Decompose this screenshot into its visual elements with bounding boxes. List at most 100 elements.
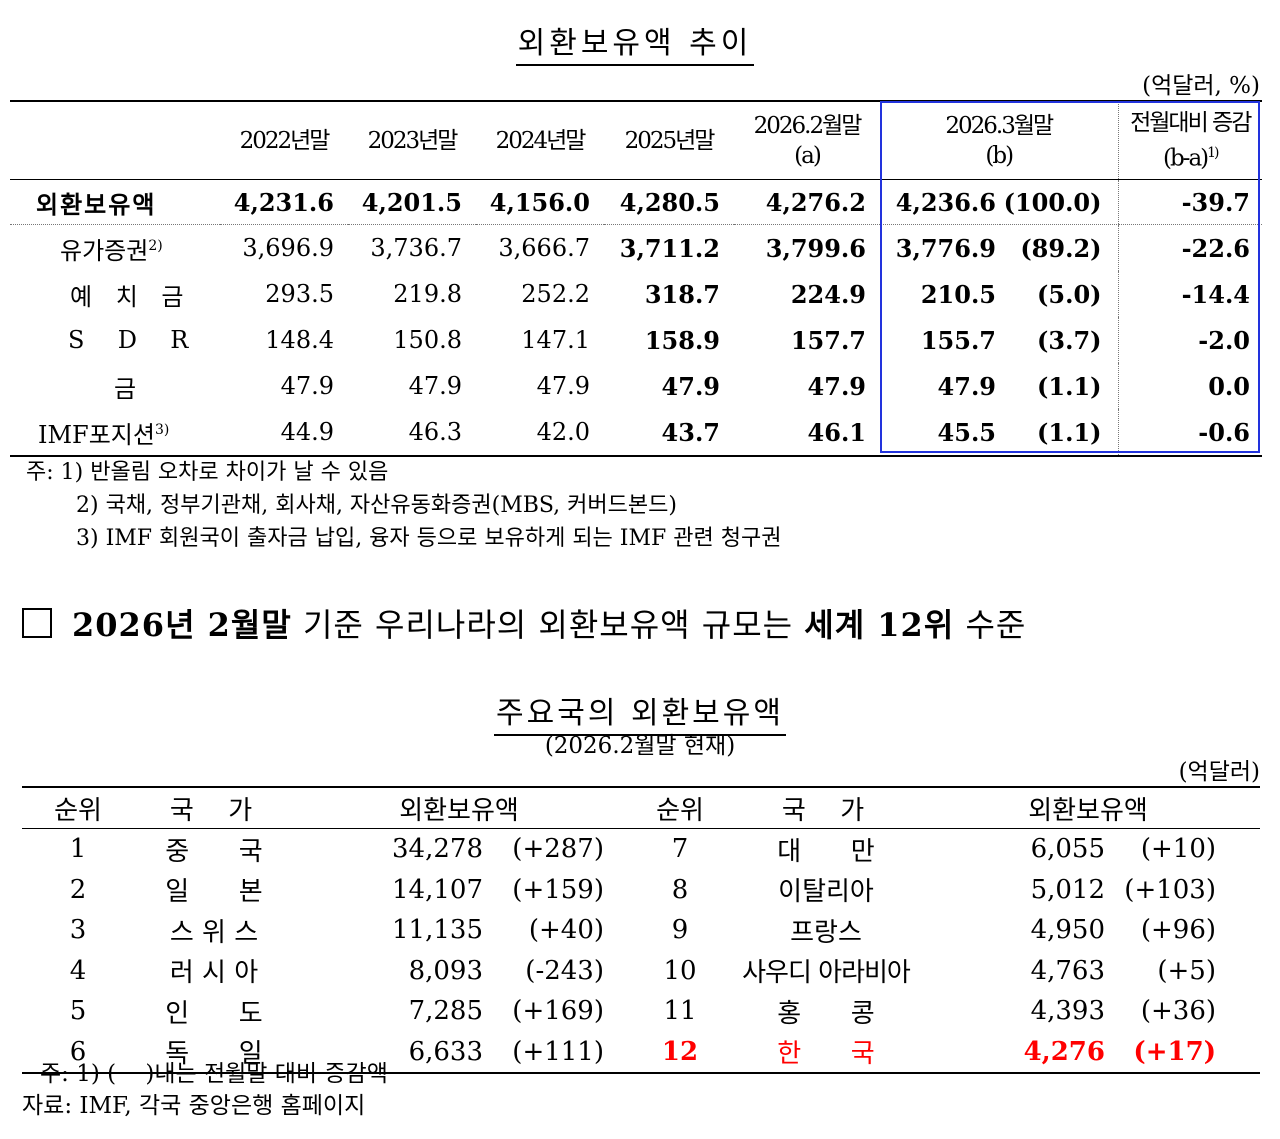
current-month-highlight-box [880, 101, 1260, 453]
cell-change: -39.7 [1117, 179, 1262, 225]
country: 홍 콩 [777, 998, 875, 1029]
cell-2022: 44.9 [220, 409, 348, 457]
header-a: (a) [794, 142, 822, 169]
amount: 6,055 [1030, 834, 1105, 865]
header-2024: 2024년말 [495, 127, 587, 154]
header-rank-right: 순위 [656, 795, 704, 826]
country-korea: 한 국 [736, 1031, 916, 1074]
cell-2022: 293.5 [265, 280, 334, 308]
cell-2024: 3,666.7 [498, 234, 590, 262]
note-1: 주: 1) 반올림 오차로 차이가 날 수 있음 [26, 460, 389, 485]
country: 중 국 [165, 836, 263, 867]
header-reserves-left: 외환보유액 [399, 795, 519, 826]
cell-2026-feb: 4,276.2 [734, 179, 880, 225]
rank: 10 [663, 955, 697, 986]
header-country-left: 국 가 [169, 795, 259, 826]
cell-2026-mar: 155.7 [920, 325, 996, 355]
note-1: 주: 1) ( )내는 전월말 대비 증감액 [40, 1061, 388, 1087]
header-reserves-right: 외환보유액 [1028, 795, 1148, 826]
country-ranking-table: 순위 국 가 외환보유액 순위 국 가 외환보유액 1 중 국 34,278 (… [22, 786, 1260, 1074]
country: 일 본 [165, 877, 263, 908]
row-label: IMF포지션 [38, 420, 155, 449]
cell-2022: 148.4 [265, 326, 334, 354]
rank: 1 [69, 834, 87, 865]
header-country-right: 국 가 [781, 795, 871, 826]
change: (+159) [512, 874, 604, 905]
cell-2025: 43.7 [604, 409, 734, 457]
rank: 7 [671, 834, 689, 865]
heading-middle: 기준 우리나라의 외환보유액 규모는 [291, 606, 805, 644]
cell-2024: 42.0 [476, 409, 604, 457]
cell-change: -0.6 [1117, 409, 1262, 457]
rank: 6 [22, 1031, 134, 1074]
row-label: S D R [68, 326, 195, 354]
table-row: 3 스 위 스 11,135 (+40) 9 프랑스 4,950 (+96) [22, 910, 1260, 951]
cell-2024: 252.2 [521, 280, 590, 308]
header-rank-left: 순위 [54, 795, 102, 826]
row-label-cell: 유가증권2) [10, 225, 220, 272]
cell-2025: 47.9 [661, 371, 720, 401]
amount: 14,107 [392, 874, 483, 905]
rank: 3 [69, 915, 87, 946]
cell-2023: 46.3 [348, 409, 476, 457]
table-row: 4 러 시 아 8,093 (-243) 10 사우디 아라비아 4,763 (… [22, 951, 1260, 992]
row-note-ref: 3) [154, 421, 170, 438]
change: (+169) [512, 996, 604, 1027]
table1-row-sdr: S D R 148.4 150.8 147.1 158.9 157.7 155.… [10, 317, 1262, 363]
section-heading: 2026년 2월말 기준 우리나라의 외환보유액 규모는 세계 12위 수준 [22, 600, 1026, 646]
cell-share: (3.7) [1037, 325, 1102, 355]
change: (+40) [528, 915, 604, 946]
header-change: 전월대비 증감 (b-a)1) [1117, 101, 1262, 180]
table2-title: 주요국의 외환보유액 [0, 688, 1280, 736]
header-change-label: 전월대비 증감 [1130, 109, 1252, 136]
country: 독 일 [134, 1031, 294, 1074]
amount: 5,012 [1030, 874, 1105, 905]
country: 이탈리아 [778, 877, 874, 908]
cell-share: (89.2) [1020, 233, 1102, 263]
rank: 4 [69, 955, 87, 986]
cell-change: 0.0 [1117, 363, 1262, 409]
table1-row-securities: 유가증권2) 3,696.9 3,736.7 3,666.7 3,711.2 3… [10, 224, 1262, 272]
cell-2024: 4,156.0 [476, 179, 604, 225]
cell-2025: 158.9 [644, 325, 720, 355]
header-blank [10, 101, 220, 180]
cell-2025: 4,280.5 [604, 179, 734, 225]
header-2026-mar: 2026.3월말 (b) [880, 101, 1118, 180]
cell-2026-mar: 4,236.6 [880, 179, 1000, 225]
change: (+10) [1140, 834, 1216, 865]
cell-2022: 47.9 [280, 372, 334, 400]
cell-2026-feb: 224.9 [790, 279, 866, 309]
heading-rank: 세계 12위 [804, 606, 955, 644]
cell-2023: 3,736.7 [370, 234, 462, 262]
row-label: 금 [114, 374, 137, 403]
row-label: 예 치 금 [70, 282, 192, 311]
table2-header-row: 순위 국 가 외환보유액 순위 국 가 외환보유액 [22, 787, 1260, 829]
cell-2023: 47.9 [408, 372, 462, 400]
header-2025: 2025년말 [624, 127, 716, 154]
table1-row-imf-position: IMF포지션3) 44.9 46.3 42.0 43.7 46.1 45.5 (… [10, 409, 1262, 457]
change: (+103) [1124, 874, 1216, 905]
heading-date: 2026년 2월말 [72, 606, 292, 644]
rank: 2 [69, 874, 87, 905]
table2-unit: (억달러) [1178, 759, 1260, 785]
amount: 34,278 [392, 834, 483, 865]
table2-subtitle: (2026.2월말 현재) [544, 733, 736, 759]
header-2026-mar-label: 2026.3월말 [945, 112, 1054, 139]
amount-korea: 4,276 [916, 1031, 1106, 1074]
amount: 6,633 [294, 1031, 484, 1074]
table1-header-row: 2022년말 2023년말 2024년말 2025년말 2026.2월말 (a) … [10, 101, 1262, 180]
cell-2026-feb: 3,799.6 [765, 233, 866, 263]
table-row: 6 독 일 6,633 (+111) 12 한 국 4,276 (+17) [22, 1031, 1260, 1074]
amount: 4,393 [1030, 996, 1105, 1027]
country: 대 만 [777, 836, 875, 867]
heading-end: 수준 [954, 606, 1027, 644]
table1-row-total: 외환보유액 4,231.6 4,201.5 4,156.0 4,280.5 4,… [10, 179, 1262, 225]
row-label: 유가증권 [60, 236, 149, 265]
cell-change: -14.4 [1117, 271, 1262, 317]
header-2023: 2023년말 [367, 127, 459, 154]
rank-korea: 12 [624, 1031, 736, 1074]
cell-share: (100.0) [1000, 179, 1118, 225]
cell-share: (5.0) [1037, 279, 1102, 309]
change: (+5) [1157, 955, 1216, 986]
amount: 4,763 [1030, 955, 1105, 986]
